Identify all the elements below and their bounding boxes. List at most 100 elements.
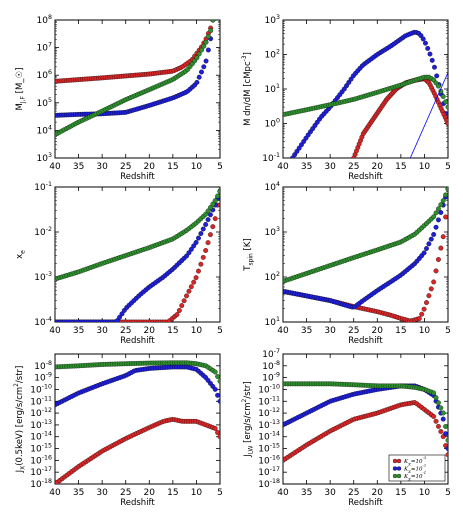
- y-tick-label: 10-1: [34, 181, 52, 193]
- x-tick-label: 20: [144, 162, 156, 172]
- data-point-red: [419, 311, 425, 317]
- data-point-blue: [191, 243, 197, 249]
- y-tick-label: 100: [265, 118, 280, 130]
- data-point-blue: [433, 224, 439, 230]
- y-tick-label: 10-8: [34, 360, 52, 372]
- x-tick-label: 20: [372, 162, 384, 172]
- x-tick-label: 25: [120, 326, 131, 336]
- legend-marker: [396, 466, 402, 471]
- x-axis-label: Redshift: [120, 172, 155, 182]
- x-tick-label: 15: [395, 162, 406, 172]
- x-tick-label: 15: [167, 488, 178, 498]
- y-tick-label: 10-18: [30, 478, 52, 490]
- y-tick-label: 10-10: [258, 383, 280, 395]
- y-tick-label: 103: [37, 152, 52, 164]
- data-point-red: [188, 284, 194, 290]
- legend-marker: [396, 458, 402, 464]
- data-point-blue: [194, 79, 200, 85]
- data-point-red: [426, 293, 432, 299]
- x-tick-label: 5: [445, 162, 451, 172]
- data-point-red: [212, 425, 218, 431]
- panel-5: 40 35 30 25 20 15 10 5Redshift10-1810-1710-1610…: [13, 353, 223, 508]
- data-point-blue: [426, 241, 432, 247]
- data-point-green: [431, 390, 437, 396]
- x-tick-label: 25: [120, 162, 131, 172]
- y-tick-label: 105: [37, 97, 52, 109]
- legend-marker: [396, 473, 402, 479]
- legend-label: KX=10-1: [403, 470, 426, 482]
- data-point-blue: [207, 212, 213, 218]
- x-tick-label: 40: [277, 162, 289, 172]
- y-tick-label: 10-7: [262, 348, 280, 360]
- y-tick-label: 10-15: [30, 443, 52, 455]
- x-tick-label: 40: [49, 488, 61, 498]
- data-point-red: [433, 418, 439, 424]
- data-point-red: [203, 248, 209, 253]
- data-point-green: [207, 205, 213, 210]
- x-tick-label: 25: [348, 326, 359, 336]
- x-tick-label: 15: [167, 326, 178, 336]
- x-tick-label: 35: [301, 162, 312, 172]
- data-point-green: [438, 405, 444, 411]
- data-point-green: [203, 39, 209, 45]
- data-point-red: [435, 423, 441, 429]
- data-point-green: [217, 188, 220, 194]
- data-point-green: [212, 198, 218, 204]
- y-tick-label: 10-14: [30, 431, 52, 443]
- data-point-red: [191, 279, 197, 285]
- data-point-blue: [117, 314, 123, 320]
- data-point-blue: [432, 64, 437, 70]
- panel-6: 40 35 30 25 20 15 10 5Redshift10-1810-1710-1610…: [241, 348, 451, 508]
- panel-2: 40 35 30 25 20 15 10 5 Redshift 10-1 100 101 102 103 M…: [241, 14, 451, 182]
- y-tick-label: 10-9: [34, 372, 52, 384]
- data-point-red: [207, 232, 213, 238]
- data-point-green: [440, 198, 446, 204]
- x-tick-label: 10: [419, 326, 431, 336]
- legend-label: KX=10-2: [403, 463, 427, 475]
- y-axis-label: JLW [erg/s/cm2/str]: [241, 381, 255, 457]
- data-point-green: [438, 202, 444, 208]
- data-point-blue: [199, 69, 204, 75]
- data-point-green: [440, 94, 446, 99]
- data-point-green: [433, 395, 439, 401]
- data-point-green: [205, 34, 211, 39]
- x-tick-label: 10: [191, 162, 203, 172]
- y-tick-label: 10-10: [30, 383, 52, 395]
- legend-label: KX=10-3: [403, 455, 427, 467]
- y-tick-label: 10-18: [258, 478, 280, 490]
- x-tick-label: 5: [445, 488, 451, 498]
- data-point-green: [199, 47, 204, 53]
- data-point-blue: [212, 386, 218, 392]
- data-point-blue: [186, 250, 192, 256]
- x-tick-label: 30: [96, 162, 108, 172]
- x-tick-label: 10: [191, 488, 203, 498]
- x-tick-label: 40: [49, 326, 61, 336]
- data-point-blue: [205, 217, 211, 223]
- data-point-blue: [193, 240, 199, 245]
- data-point-blue: [418, 33, 424, 39]
- x-tick-label: 35: [301, 488, 312, 498]
- x-tick-label: 10: [419, 488, 431, 498]
- data-point-blue: [201, 64, 207, 70]
- data-point-red: [431, 414, 437, 419]
- x-tick-label: 25: [348, 162, 359, 172]
- data-point-red: [428, 286, 434, 292]
- data-point-blue: [438, 210, 444, 215]
- data-point-blue: [420, 36, 426, 42]
- y-axis-label: Tspin [K]: [243, 238, 255, 271]
- x-tick-label: 10: [419, 162, 431, 172]
- data-point-blue: [424, 246, 429, 251]
- x-tick-label: 5: [217, 162, 223, 172]
- data-point-blue: [443, 431, 448, 437]
- data-point-green: [210, 201, 216, 207]
- data-point-red: [445, 452, 448, 458]
- x-tick-label: 30: [324, 488, 336, 498]
- data-point-red: [435, 257, 441, 262]
- data-point-red: [416, 316, 422, 322]
- x-axis-label: Redshift: [348, 498, 383, 508]
- x-tick-label: 30: [96, 488, 108, 498]
- y-tick-label: 101: [265, 316, 280, 328]
- x-axis-label: Redshift: [348, 336, 383, 346]
- data-point-red: [210, 224, 216, 230]
- data-point-blue: [423, 40, 428, 46]
